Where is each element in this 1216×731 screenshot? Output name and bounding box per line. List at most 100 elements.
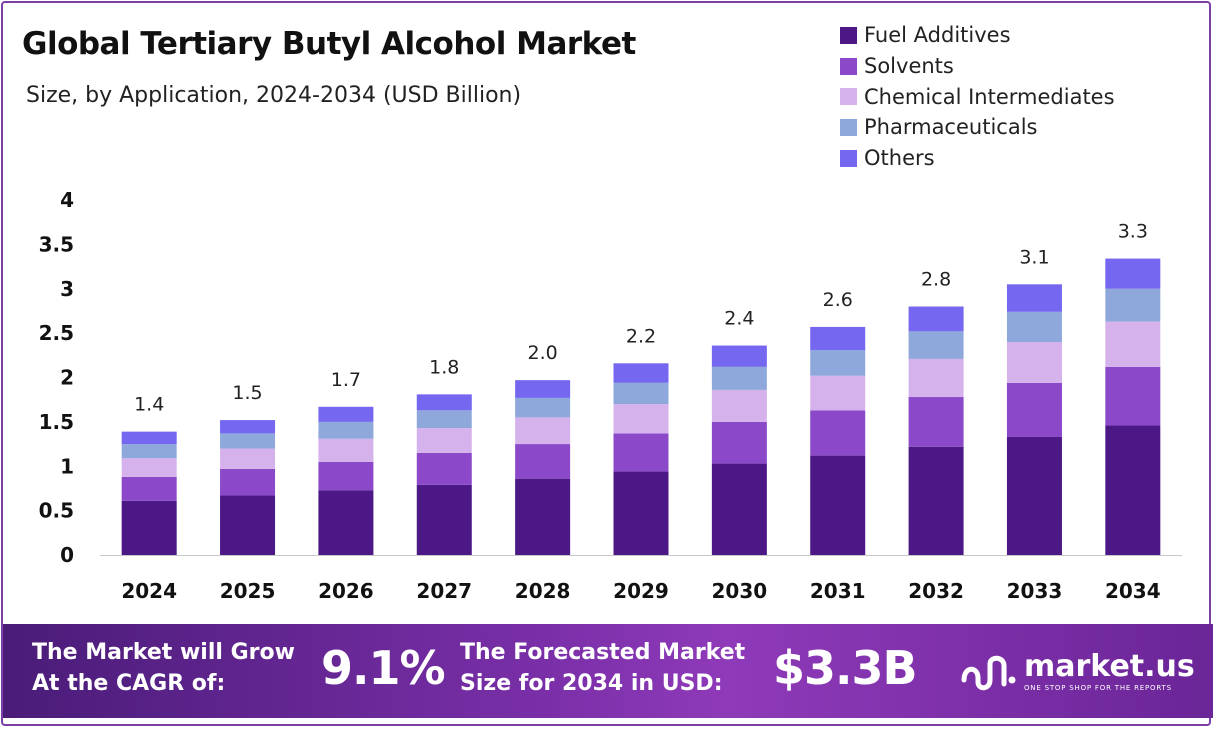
legend-swatch: [840, 57, 857, 75]
bar-total-label: 3.3: [1118, 221, 1148, 243]
bar-segment-chemical-intermediates: [711, 389, 767, 422]
cagr-label-line1: The Market will Grow: [32, 640, 295, 665]
forecast-label: The Forecasted Market Size for 2034 in U…: [460, 637, 745, 699]
bar-segment-fuel-additives: [1105, 425, 1161, 555]
bar-segment-others: [1006, 284, 1062, 312]
y-tick-label: 2: [60, 366, 74, 390]
forecast-label-line1: The Forecasted Market: [460, 640, 746, 665]
bar-segment-fuel-additives: [416, 484, 472, 555]
bar-total-label: 2.8: [921, 269, 951, 291]
bar-segment-fuel-additives: [121, 500, 177, 555]
bar-segment-pharmaceuticals: [515, 397, 571, 418]
bar-segment-others: [416, 394, 472, 411]
bar-segment-fuel-additives: [318, 490, 374, 555]
y-tick-label: 1: [60, 454, 74, 478]
bar-segment-pharmaceuticals: [220, 433, 276, 449]
x-tick-label: 2028: [515, 579, 571, 603]
bar-segment-fuel-additives: [1006, 436, 1062, 555]
legend-label: Solvents: [864, 54, 954, 79]
bar-segment-others: [810, 326, 866, 350]
bar-segment-pharmaceuticals: [613, 382, 669, 405]
bar-segment-fuel-additives: [613, 471, 669, 555]
bar-segment-fuel-additives: [515, 478, 571, 555]
cagr-label: The Market will Grow At the CAGR of:: [32, 637, 295, 699]
legend-item-chemical-intermediates: Chemical Intermediates: [840, 81, 1115, 112]
x-tick-label: 2034: [1105, 579, 1161, 603]
bar-segment-solvents: [1105, 366, 1161, 426]
bar-segment-pharmaceuticals: [1006, 311, 1062, 342]
y-tick-label: 2.5: [39, 321, 74, 345]
bar-total-label: 1.4: [134, 394, 164, 416]
logo-wordmark: market.us: [1024, 649, 1195, 684]
bar-segment-pharmaceuticals: [1105, 288, 1161, 322]
legend-item-pharmaceuticals: Pharmaceuticals: [840, 112, 1115, 143]
cagr-value: 9.1%: [321, 641, 446, 695]
bar-segment-chemical-intermediates: [1105, 321, 1161, 367]
legend-label: Chemical Intermediates: [864, 84, 1115, 109]
bar-segment-others: [515, 380, 571, 398]
market-us-logo-icon: [961, 655, 1016, 691]
bar-segment-pharmaceuticals: [711, 366, 767, 390]
bar-segment-fuel-additives: [220, 495, 276, 555]
x-tick-label: 2032: [908, 579, 964, 603]
forecast-value: $3.3B: [773, 641, 918, 695]
logo-tagline: ONE STOP SHOP FOR THE REPORTS: [1024, 684, 1172, 692]
bar-segment-pharmaceuticals: [416, 410, 472, 429]
bar-segment-chemical-intermediates: [613, 404, 669, 434]
bar-segment-solvents: [121, 476, 177, 501]
bar-segment-solvents: [318, 461, 374, 491]
bar-segment-others: [318, 406, 374, 422]
legend-swatch: [840, 118, 857, 136]
legend-swatch: [840, 88, 857, 106]
bar-segment-fuel-additives: [908, 446, 964, 555]
x-tick-label: 2026: [318, 579, 374, 603]
x-tick-label: 2025: [220, 579, 276, 603]
bar-segment-fuel-additives: [810, 455, 866, 555]
summary-banner: The Market will Grow At the CAGR of: 9.1…: [3, 624, 1213, 718]
x-tick-label: 2024: [121, 579, 177, 603]
bar-segment-chemical-intermediates: [908, 358, 964, 398]
y-tick-label: 3.5: [39, 232, 74, 256]
x-tick-label: 2027: [416, 579, 472, 603]
legend-label: Others: [864, 146, 935, 171]
bar-segment-others: [220, 420, 276, 434]
x-tick-label: 2031: [810, 579, 866, 603]
bar-segment-others: [908, 306, 964, 332]
bar-segment-pharmaceuticals: [121, 444, 177, 459]
y-tick-label: 1.5: [39, 410, 74, 434]
bar-segment-solvents: [220, 468, 276, 496]
legend-swatch: [840, 149, 857, 167]
chart-legend: Fuel Additives Solvents Chemical Interme…: [840, 20, 1115, 173]
bar-segment-chemical-intermediates: [810, 375, 866, 411]
bar-segment-chemical-intermediates: [515, 417, 571, 445]
legend-label: Pharmaceuticals: [864, 115, 1038, 140]
bar-segment-fuel-additives: [711, 463, 767, 555]
cagr-label-line2: At the CAGR of:: [32, 671, 226, 696]
bar-segment-chemical-intermediates: [416, 428, 472, 453]
bar-segment-solvents: [613, 433, 669, 472]
bar-segment-chemical-intermediates: [318, 438, 374, 462]
bar-total-label: 2.6: [823, 289, 853, 311]
y-tick-label: 0: [60, 543, 74, 567]
bar-segment-solvents: [711, 421, 767, 464]
x-tick-label: 2033: [1007, 579, 1063, 603]
y-tick-label: 4: [60, 188, 74, 212]
bar-segment-pharmaceuticals: [810, 349, 866, 376]
forecast-label-line2: Size for 2034 in USD:: [460, 671, 723, 696]
bar-segment-others: [711, 345, 767, 367]
bar-total-label: 2.0: [528, 342, 558, 364]
bar-segment-pharmaceuticals: [318, 421, 374, 439]
bar-segment-solvents: [416, 452, 472, 485]
bar-total-label: 3.1: [1019, 246, 1049, 268]
x-tick-label: 2030: [712, 579, 768, 603]
bar-total-label: 1.8: [429, 356, 459, 378]
bar-segment-pharmaceuticals: [908, 331, 964, 359]
legend-item-fuel-additives: Fuel Additives: [840, 20, 1115, 51]
bar-segment-others: [613, 363, 669, 383]
bar-segment-others: [1105, 258, 1161, 289]
stacked-bar-chart: 0 0.5 1 1.5 2 2.5 3 3.5 4 1.4 2024 1.5 2025 1.7 2026 1.…: [39, 188, 1182, 603]
legend-item-solvents: Solvents: [840, 51, 1115, 82]
bar-segment-solvents: [515, 444, 571, 479]
bar-segment-others: [121, 431, 177, 445]
